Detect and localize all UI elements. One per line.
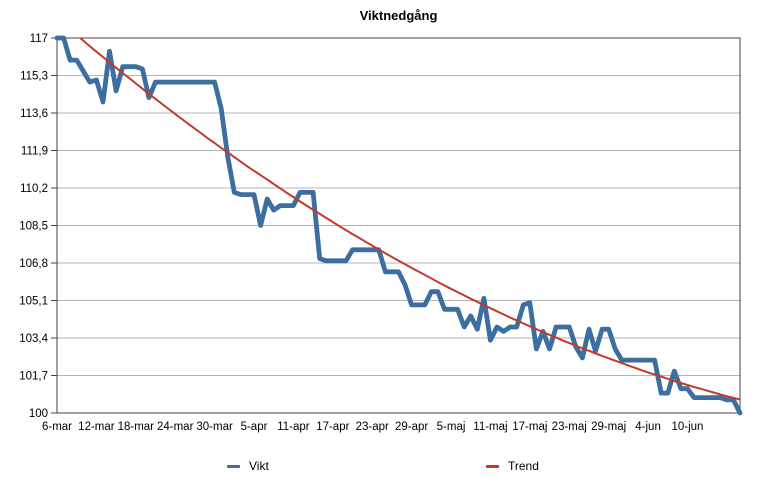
x-tick-label: 6-mar [42, 421, 72, 433]
x-tick-label: 23-apr [356, 421, 389, 433]
y-tick-label: 101,7 [19, 371, 48, 383]
x-tick-label: 18-mar [118, 421, 155, 433]
y-tick-label: 115,3 [20, 71, 48, 83]
x-tick-label: 29-apr [395, 421, 428, 433]
legend-item-vikt: Vikt [227, 458, 269, 474]
x-tick-label: 10-jun [671, 421, 703, 433]
x-tick-label: 11-maj [473, 421, 507, 433]
trend-line [78, 38, 740, 401]
x-tick-label: 5-maj [437, 421, 466, 433]
x-tick-label: 17-apr [316, 421, 349, 433]
legend: Vikt Trend [0, 458, 757, 474]
x-tick-label: 29-maj [591, 421, 626, 433]
x-tick-label: 11-apr [277, 421, 310, 433]
x-tick-label: 30-mar [196, 421, 233, 433]
y-tick-label: 100 [29, 408, 48, 420]
x-tick-label: 24-mar [157, 421, 194, 433]
y-tick-label: 111,9 [21, 146, 48, 158]
y-tick-label: 117 [30, 33, 48, 45]
y-tick-label: 113,6 [20, 108, 48, 120]
x-tick-label: 17-maj [512, 421, 547, 433]
y-tick-label: 103,4 [19, 333, 48, 345]
vikt-line [54, 35, 743, 416]
y-tick-label: 105,1 [19, 296, 48, 308]
y-tick-label: 108,5 [19, 221, 48, 233]
legend-item-trend: Trend [486, 458, 539, 474]
x-tick-label: 23-maj [552, 421, 587, 433]
x-tick-label: 4-jun [635, 421, 661, 433]
vikt-line-marker [227, 464, 240, 468]
chart-title: Viktnedgång [359, 8, 438, 23]
y-tick-label: 106,8 [19, 258, 48, 270]
y-tick-label: 110,2 [20, 183, 48, 195]
x-tick-label: 5-apr [241, 421, 268, 433]
legend-label-trend: Trend [508, 459, 539, 473]
trend-line-marker [486, 464, 499, 468]
x-tick-label: 12-mar [78, 421, 115, 433]
legend-label-vikt: Vikt [249, 459, 269, 473]
